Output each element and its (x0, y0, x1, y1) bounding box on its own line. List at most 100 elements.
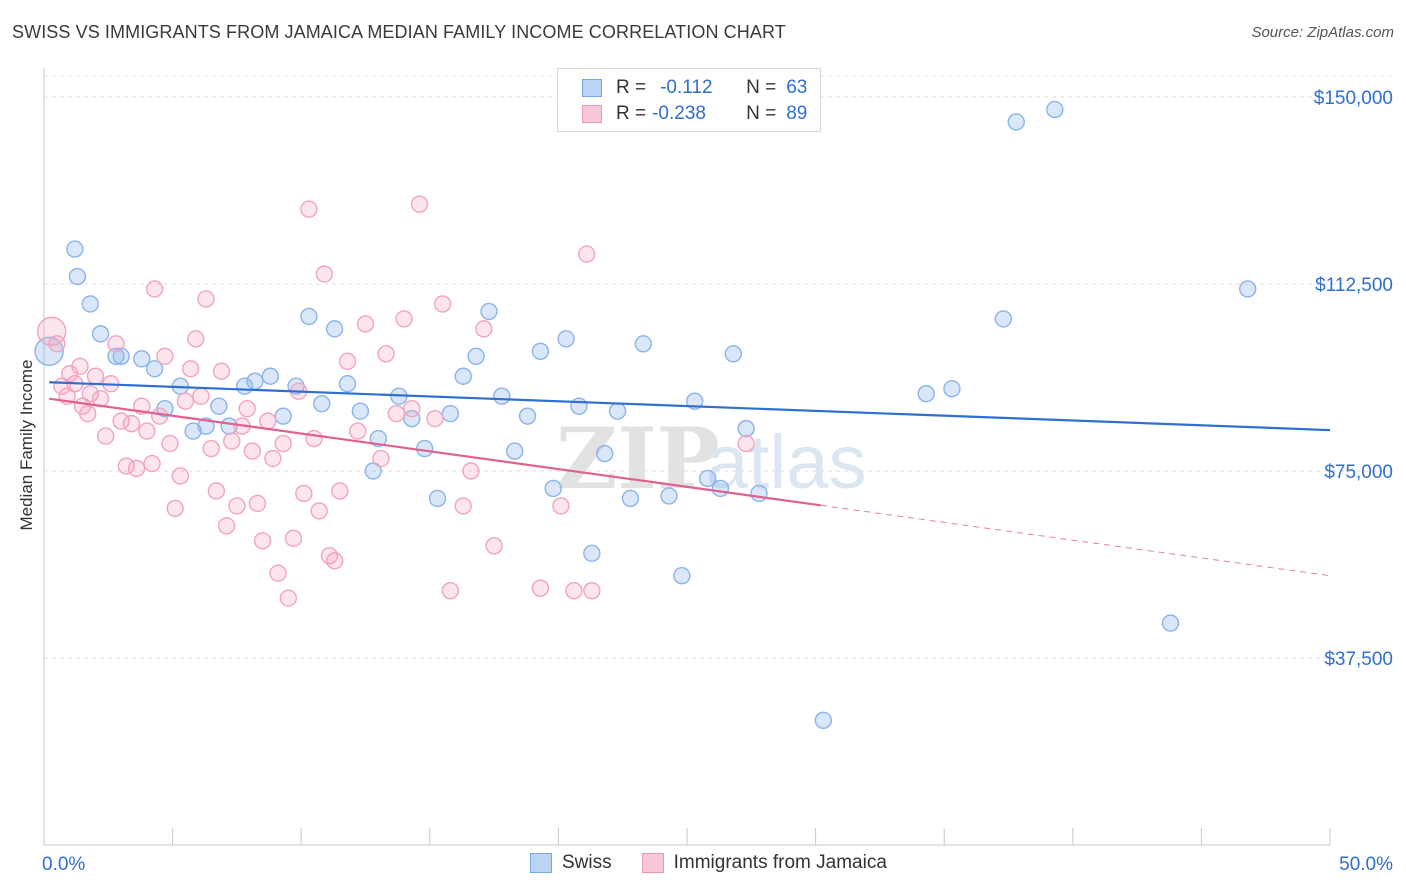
jamaica-point (212, 362, 231, 380)
jamaica-point (295, 484, 313, 503)
x-tick-labels: 0.0% 50.0% (42, 854, 1393, 875)
swiss-point (724, 345, 742, 363)
r-label: R = (616, 77, 647, 98)
swiss-point (711, 479, 730, 498)
jamaica-point (279, 589, 298, 607)
y-tick-label: $75,000 (1324, 462, 1393, 483)
jamaica-point (217, 517, 236, 535)
jamaica-point (71, 357, 89, 375)
jamaica-point (243, 442, 262, 460)
swiss-point (274, 407, 292, 425)
swiss-point (91, 325, 110, 343)
swiss-point (133, 350, 151, 368)
jamaica-point (274, 434, 292, 453)
jamaica-point (238, 399, 256, 418)
swiss-point (184, 422, 202, 440)
jamaica-point (310, 502, 328, 520)
swiss-point (505, 442, 524, 460)
watermark-atlas: atlas (706, 420, 867, 505)
y-tick-label: $112,500 (1315, 275, 1393, 296)
swiss-point (595, 444, 614, 463)
jamaica-legend-label: Immigrants from Jamaica (673, 852, 887, 873)
jamaica-point (338, 352, 357, 370)
swiss-point (750, 484, 768, 503)
source-label: Source: ZipAtlas.com (1251, 24, 1394, 41)
jamaica-point (737, 434, 755, 453)
jamaica-point (315, 265, 334, 283)
swiss-point (246, 372, 264, 390)
jamaica-point (377, 345, 395, 363)
jamaica-point (138, 422, 156, 440)
swiss-point (673, 567, 691, 585)
swiss-legend-swatch (530, 853, 552, 873)
chart-title: SWISS VS IMMIGRANTS FROM JAMAICA MEDIAN … (12, 22, 786, 42)
jamaica-point (583, 581, 601, 600)
jamaica-point (433, 295, 452, 313)
swiss-point (557, 330, 575, 348)
jamaica-point (441, 581, 460, 600)
jamaica-r-value: -0.238 (652, 103, 706, 124)
jamaica-point (79, 404, 97, 423)
swiss-point (608, 402, 627, 420)
jamaica-point (565, 581, 583, 600)
swiss-point (81, 295, 99, 313)
swiss-legend-label: Swiss (562, 852, 612, 873)
y-axis-label-wrap: Median Family Income (12, 330, 42, 570)
jamaica-point (171, 467, 190, 485)
jamaica-point (284, 529, 303, 548)
swiss-point (1007, 113, 1025, 131)
swiss-point (737, 419, 755, 438)
jamaica-point (531, 579, 550, 597)
swiss-point (415, 439, 434, 458)
trend-lines (48, 381, 1331, 577)
jamaica-point (552, 497, 570, 515)
jamaica-point (112, 412, 130, 430)
jamaica-point (264, 449, 282, 468)
swiss-point (570, 397, 588, 415)
jamaica-point (197, 290, 215, 308)
jamaica-point (331, 482, 349, 500)
jamaica-point (117, 457, 136, 475)
jamaica-point (349, 422, 367, 440)
swiss-point (107, 347, 125, 366)
swiss-point (467, 347, 485, 366)
jamaica-point (259, 412, 277, 430)
swiss-point (698, 469, 717, 488)
swiss-point (364, 462, 382, 480)
jamaica-point (207, 482, 226, 500)
jamaica-point (475, 320, 493, 338)
jamaica-point (151, 407, 169, 425)
swiss-point (338, 375, 357, 393)
axes (43, 68, 1331, 846)
swiss-point (210, 397, 228, 415)
swiss-point (261, 367, 280, 385)
swiss-point (583, 544, 601, 562)
jamaica-point (187, 330, 205, 348)
jamaica-point (37, 316, 67, 347)
jamaica-trend-line-extension (820, 504, 1331, 577)
jamaica-point (107, 335, 125, 353)
watermark-zip: ZIP (556, 409, 720, 508)
swiss-point (313, 394, 331, 413)
swiss-point (1238, 280, 1257, 298)
jamaica-point (176, 392, 195, 410)
swiss-point (621, 489, 640, 508)
swiss-point (428, 489, 447, 508)
y-tick-labels: $37,500 $75,000 $112,500 $150,000 (1314, 88, 1393, 670)
swiss-point (634, 335, 652, 353)
jamaica-point (81, 385, 99, 403)
stats-legend: R = -0.112 N = 63 R = -0.238 N = 89 (557, 68, 821, 132)
jamaica-point (145, 280, 164, 298)
legend-item-swiss: Swiss (530, 852, 612, 874)
swiss-point (325, 320, 344, 338)
x-tick-label-right: 50.0% (1339, 854, 1393, 875)
jamaica-point (228, 497, 246, 515)
swiss-point (145, 360, 164, 378)
swiss-point (197, 417, 215, 435)
n-label: N = (746, 103, 777, 124)
swiss-trend-line (49, 381, 1331, 432)
swiss-point (660, 487, 678, 505)
swiss-n-value: 63 (786, 77, 808, 98)
swiss-point (943, 380, 961, 398)
